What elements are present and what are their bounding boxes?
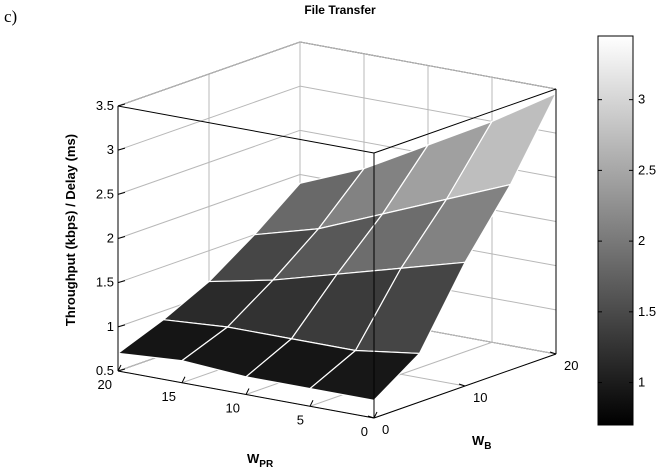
x-tick-mark <box>309 400 314 407</box>
y-axis-label-sub: B <box>484 441 491 452</box>
y-tick-mark <box>549 351 557 355</box>
x-tick-mark <box>117 364 122 372</box>
x-axis-label: WPR <box>247 451 274 470</box>
z-tick-mark <box>117 147 126 151</box>
grid-line-z-left <box>117 85 301 151</box>
x-tick-mark <box>181 376 186 383</box>
colorbar-tick-label: 2.5 <box>638 162 656 177</box>
x-tick-label: 20 <box>98 377 112 392</box>
surface-plot <box>117 92 557 401</box>
grid-line-z-right <box>299 41 557 90</box>
y-axis-ticks: 0 10 20 <box>367 351 578 437</box>
z-tick-mark <box>117 368 126 372</box>
z-tick-mark <box>117 280 126 284</box>
x-tick-label: 15 <box>162 389 176 404</box>
y-tick-mark <box>458 383 466 387</box>
z-tick-label: 2.5 <box>96 186 114 201</box>
x-axis-label-main: W <box>247 451 260 466</box>
x-axis-label-sub: PR <box>259 459 274 470</box>
y-axis-label-main: W <box>472 433 485 448</box>
x-axis-ticks: 0 5 10 15 20 <box>98 364 378 439</box>
top-front-edge-y <box>373 88 557 154</box>
colorbar-tick-label: 1.5 <box>638 304 656 319</box>
y-axis-label: WB <box>472 433 492 452</box>
y-tick-mark <box>367 415 375 419</box>
z-tick-mark <box>117 236 126 239</box>
z-tick-mark <box>117 103 126 107</box>
chart-title: File Transfer <box>304 3 376 17</box>
z-axis-ticks: 0.5 1 1.5 2 2.5 3 3.5 <box>96 98 126 378</box>
panel-label: c) <box>4 7 17 26</box>
grid-line-z-left <box>117 174 301 239</box>
surface-patch <box>309 349 421 401</box>
z-tick-label: 0.5 <box>96 363 114 378</box>
x-tick-label: 5 <box>297 412 304 427</box>
colorbar-tick-label: 3 <box>638 92 645 107</box>
z-tick-label: 3 <box>107 142 114 157</box>
x-tick-label: 0 <box>361 424 368 439</box>
colorbar-tick-label: 2 <box>638 233 645 248</box>
z-tick-label: 2 <box>107 231 114 246</box>
z-tick-label: 1.5 <box>96 275 114 290</box>
y-tick-label: 20 <box>564 358 578 373</box>
x-tick-label: 10 <box>226 401 240 416</box>
z-axis-label: Throughput (kbps) / Delay (ms) <box>63 134 78 326</box>
top-front-edge-x <box>117 105 375 154</box>
y-tick-label: 10 <box>473 390 487 405</box>
z-tick-label: 1 <box>107 319 114 334</box>
grid-line-z-left <box>117 129 301 195</box>
y-tick-label: 0 <box>382 422 389 437</box>
z-tick-mark <box>117 191 126 195</box>
colorbar-gradient <box>597 35 634 426</box>
z-tick-mark <box>117 324 126 328</box>
x-tick-mark <box>373 411 378 419</box>
colorbar: 1 1.5 2 2.5 3 <box>597 35 656 426</box>
grid-line-z-left <box>117 41 301 107</box>
z-tick-label: 3.5 <box>96 98 114 113</box>
x-tick-mark <box>245 388 250 395</box>
colorbar-tick-label: 1 <box>638 375 645 390</box>
